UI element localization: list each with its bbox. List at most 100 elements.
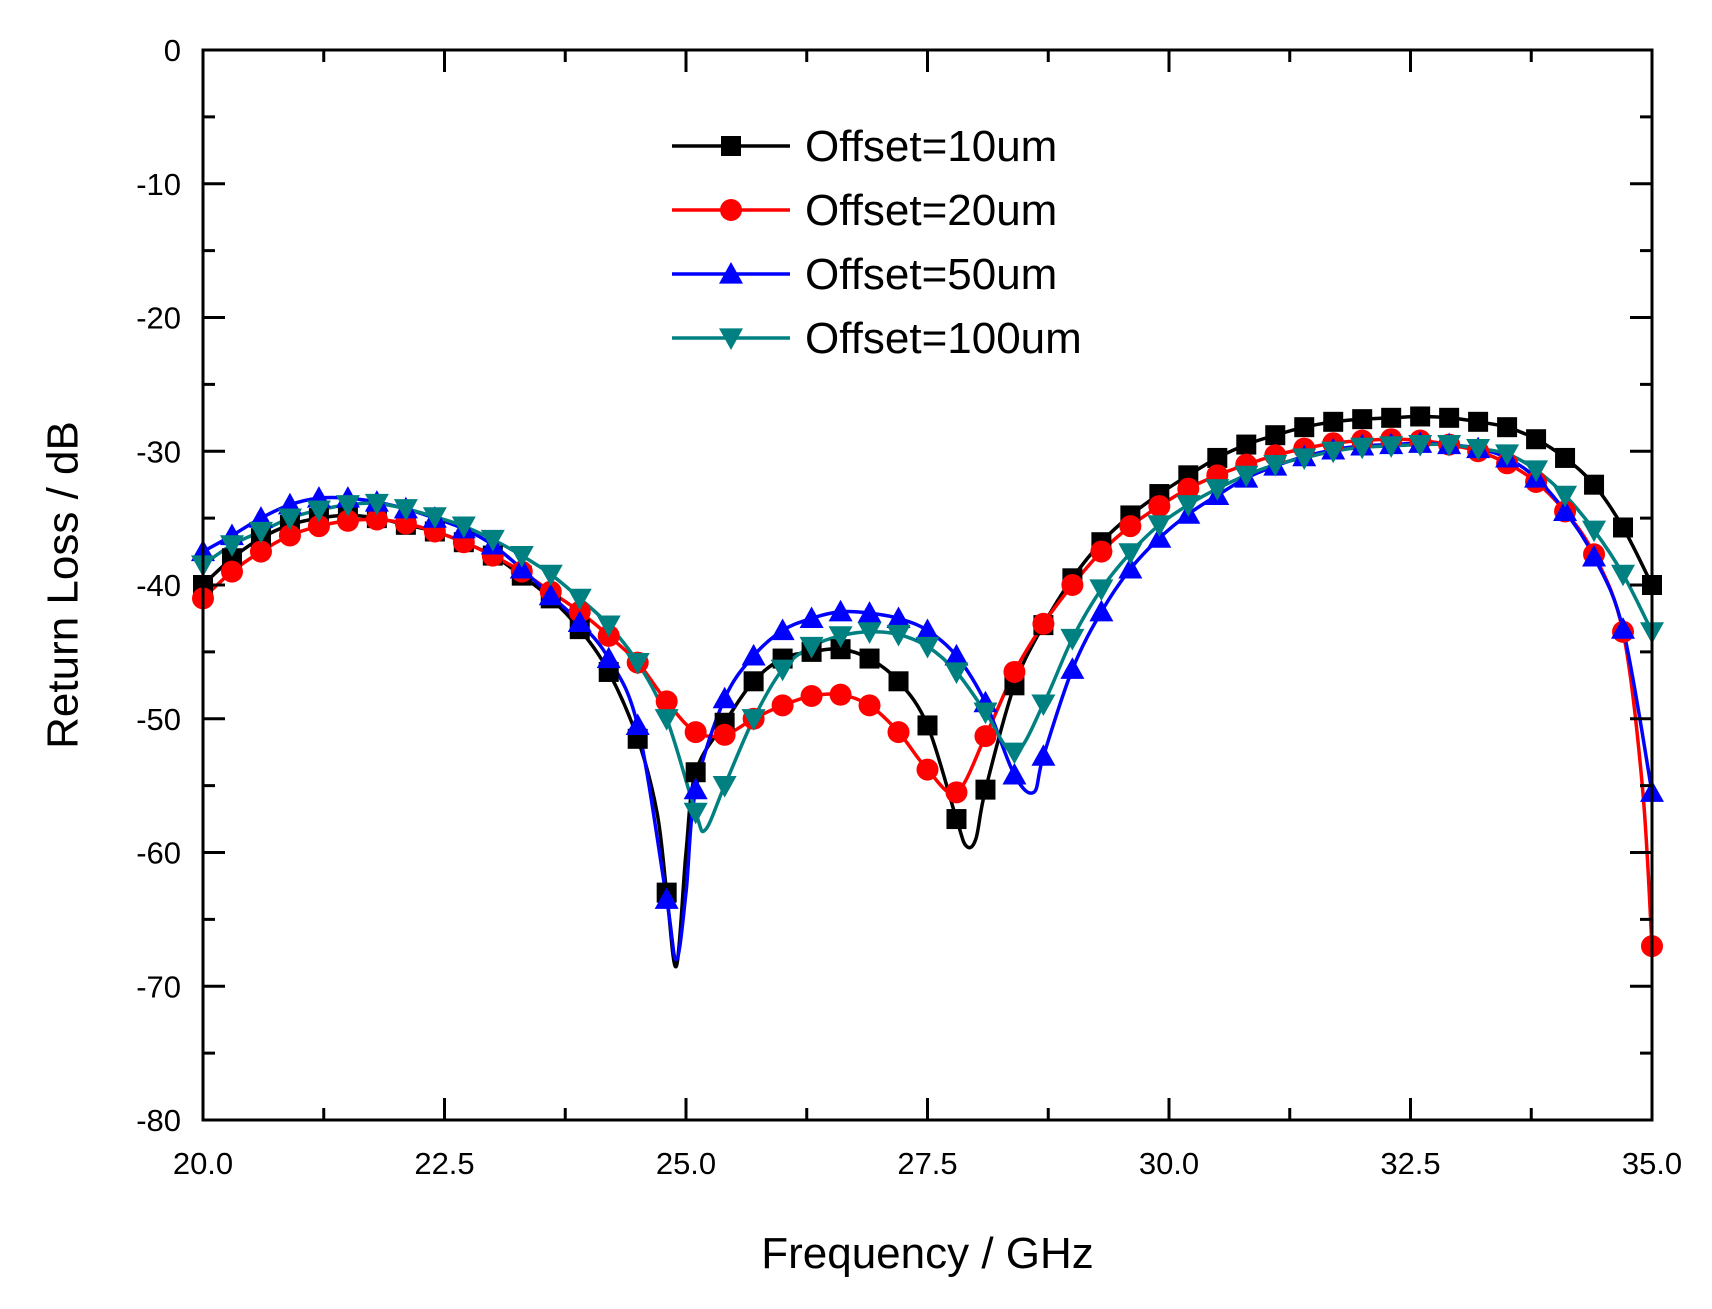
series-marker-offset-20um — [713, 723, 736, 746]
series-marker-offset-20um — [945, 781, 968, 804]
series-marker-offset-100um — [538, 564, 563, 587]
series-marker-offset-50um — [799, 606, 824, 629]
series-marker-offset-20um — [771, 694, 794, 717]
series-marker-offset-100um — [1553, 485, 1578, 508]
series-marker-offset-50um — [1611, 617, 1636, 639]
series-marker-offset-20um — [1119, 515, 1142, 538]
series-marker-offset-50um — [712, 686, 737, 709]
series-marker-offset-10um — [830, 639, 851, 660]
series-marker-offset-50um — [944, 643, 969, 666]
series-marker-offset-100um — [1205, 479, 1230, 501]
series-marker-offset-100um — [915, 636, 940, 659]
series-marker-offset-100um — [1234, 465, 1259, 488]
legend-label: Offset=50um — [805, 250, 1057, 299]
series-marker-offset-100um — [1263, 455, 1288, 477]
legend-marker — [721, 136, 741, 156]
series-marker-offset-100um — [654, 709, 679, 731]
series-marker-offset-50um — [1031, 744, 1056, 766]
y-tick-label: -60 — [136, 836, 181, 871]
series-marker-offset-20um — [1061, 574, 1084, 596]
series-markers — [191, 406, 1664, 958]
x-tick-label: 20.0 — [173, 1146, 233, 1181]
legend-marker — [719, 262, 743, 284]
series-marker-offset-10um — [1207, 447, 1228, 468]
x-tick-label: 25.0 — [656, 1146, 716, 1181]
y-tick-label: -10 — [136, 167, 181, 202]
series-marker-offset-10um — [1294, 417, 1315, 438]
y-tick-label: -40 — [136, 568, 181, 603]
series-marker-offset-100um — [567, 588, 592, 611]
series-marker-offset-100um — [799, 636, 824, 659]
series-marker-offset-20um — [278, 524, 301, 547]
series-marker-offset-50um — [741, 643, 766, 666]
series-marker-offset-100um — [364, 493, 389, 516]
x-tick-label: 35.0 — [1622, 1146, 1682, 1181]
series-marker-offset-10um — [1497, 417, 1518, 438]
y-tick-label: -50 — [136, 702, 181, 737]
series-marker-offset-10um — [1468, 411, 1489, 432]
series-marker-offset-10um — [1381, 407, 1402, 428]
series-marker-offset-10um — [888, 671, 909, 692]
series-marker-offset-50um — [886, 606, 911, 629]
legend-label: Offset=100um — [805, 314, 1082, 363]
series-marker-offset-100um — [625, 652, 650, 675]
series-marker-offset-100um — [1089, 579, 1114, 602]
series-marker-offset-50um — [1089, 599, 1114, 622]
y-tick-label: -20 — [136, 301, 181, 336]
series-marker-offset-100um — [1176, 495, 1201, 517]
series-marker-offset-10um — [1555, 447, 1576, 468]
series-marker-offset-100um — [1611, 564, 1636, 587]
series-marker-offset-20um — [916, 758, 939, 781]
series-marker-offset-20um — [800, 685, 823, 708]
series-marker-offset-10um — [1236, 434, 1257, 455]
series-marker-offset-20um — [887, 721, 910, 744]
series-curves — [201, 414, 1654, 969]
x-axis-title: Frequency / GHz — [761, 1229, 1094, 1278]
series-marker-offset-20um — [684, 721, 707, 744]
series-marker-offset-20um — [220, 560, 243, 583]
series-marker-offset-10um — [1526, 429, 1547, 450]
y-tick-label: -70 — [136, 969, 181, 1004]
series-marker-offset-50um — [654, 887, 679, 909]
series-marker-offset-100um — [1118, 543, 1143, 565]
series-marker-offset-20um — [829, 683, 852, 706]
series-marker-offset-100um — [741, 709, 766, 731]
series-line-offset-10um — [201, 414, 1654, 969]
series-marker-offset-100um — [1031, 694, 1056, 717]
y-tick-label: 0 — [164, 33, 181, 68]
series-marker-offset-100um — [1437, 434, 1462, 457]
series-marker-offset-10um — [1439, 407, 1460, 428]
series-marker-offset-100um — [422, 507, 447, 529]
series-marker-offset-20um — [1177, 477, 1200, 500]
series-marker-offset-20um — [858, 694, 881, 717]
y-tick-label: -80 — [136, 1103, 181, 1138]
series-marker-offset-100um — [828, 626, 853, 648]
series-marker-offset-100um — [1002, 742, 1027, 765]
series-marker-offset-50um — [567, 610, 592, 633]
y-tick-label: -30 — [136, 434, 181, 469]
series-marker-offset-100um — [335, 495, 360, 517]
series-marker-offset-50um — [1553, 499, 1578, 522]
legend: Offset=10um Offset=20um Offset=50um Offset=… — [672, 122, 1082, 363]
series-marker-offset-20um — [1032, 612, 1055, 635]
series-marker-offset-10um — [1352, 409, 1373, 430]
series-marker-offset-100um — [1408, 434, 1433, 457]
x-tick-label: 22.5 — [414, 1146, 474, 1181]
series-marker-offset-100um — [451, 516, 476, 539]
series-marker-offset-100um — [1292, 448, 1317, 470]
series-marker-offset-100um — [393, 499, 418, 521]
legend-marker — [719, 328, 743, 350]
series-marker-offset-100um — [219, 535, 244, 557]
series-marker-offset-10um — [859, 648, 880, 669]
series-marker-offset-10um — [1323, 411, 1344, 432]
series-marker-offset-50um — [538, 583, 563, 606]
axis-ticks — [201, 48, 1654, 1122]
x-tick-label: 30.0 — [1139, 1146, 1199, 1181]
axis-tick-labels: 20.0 22.5 25.0 27.5 30.0 32.5 35.0 0 -10 -20 -30 -4… — [136, 33, 1682, 1181]
series-marker-offset-20um — [249, 540, 272, 563]
series-marker-offset-20um — [1003, 660, 1026, 683]
series-marker-offset-100um — [1350, 437, 1375, 460]
series-marker-offset-100um — [973, 702, 998, 725]
series-marker-offset-10um — [917, 715, 938, 736]
series-marker-offset-50um — [770, 618, 795, 641]
